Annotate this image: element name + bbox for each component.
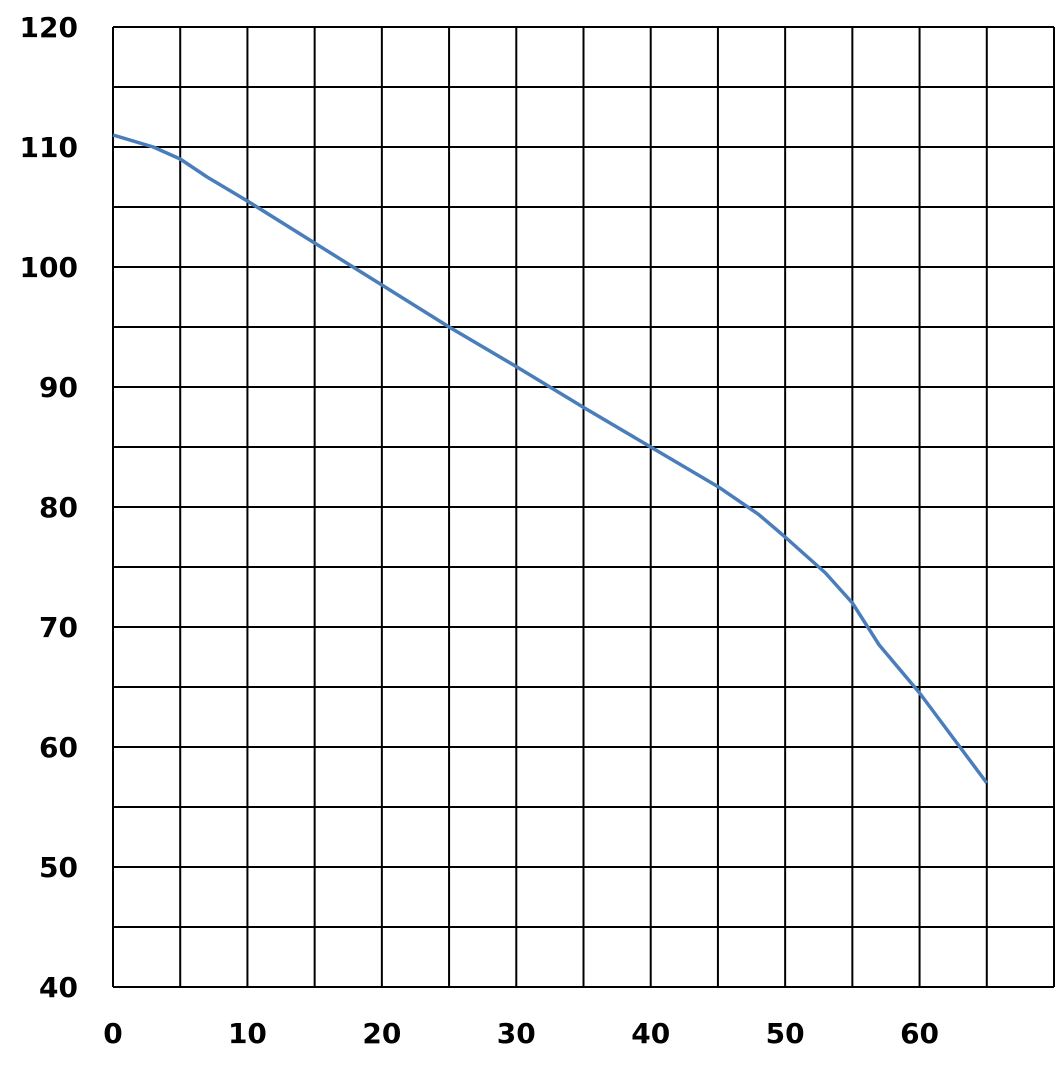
y-tick-label: 50 bbox=[39, 851, 78, 884]
x-axis-ticks: 0 10 20 30 40 50 60 bbox=[103, 1017, 939, 1050]
y-tick-label: 70 bbox=[39, 611, 78, 644]
x-tick-label: 10 bbox=[228, 1017, 267, 1050]
grid bbox=[112, 26, 1055, 988]
y-tick-label: 110 bbox=[20, 131, 78, 164]
x-tick-label: 40 bbox=[631, 1017, 670, 1050]
y-tick-label: 40 bbox=[39, 971, 78, 1004]
series-layer bbox=[112, 133, 989, 785]
y-tick-label: 90 bbox=[39, 371, 78, 404]
x-tick-label: 60 bbox=[900, 1017, 939, 1050]
x-tick-label: 20 bbox=[362, 1017, 401, 1050]
x-tick-label: 50 bbox=[766, 1017, 805, 1050]
x-tick-label: 30 bbox=[497, 1017, 536, 1050]
y-tick-label: 100 bbox=[20, 251, 78, 284]
x-tick-label: 0 bbox=[103, 1017, 122, 1050]
y-tick-label: 120 bbox=[20, 11, 78, 44]
series-line-0 bbox=[112, 133, 989, 785]
y-axis-ticks: 40 50 60 70 80 90 100 110 120 bbox=[20, 11, 78, 1004]
y-tick-label: 60 bbox=[39, 731, 78, 764]
y-tick-label: 80 bbox=[39, 491, 78, 524]
